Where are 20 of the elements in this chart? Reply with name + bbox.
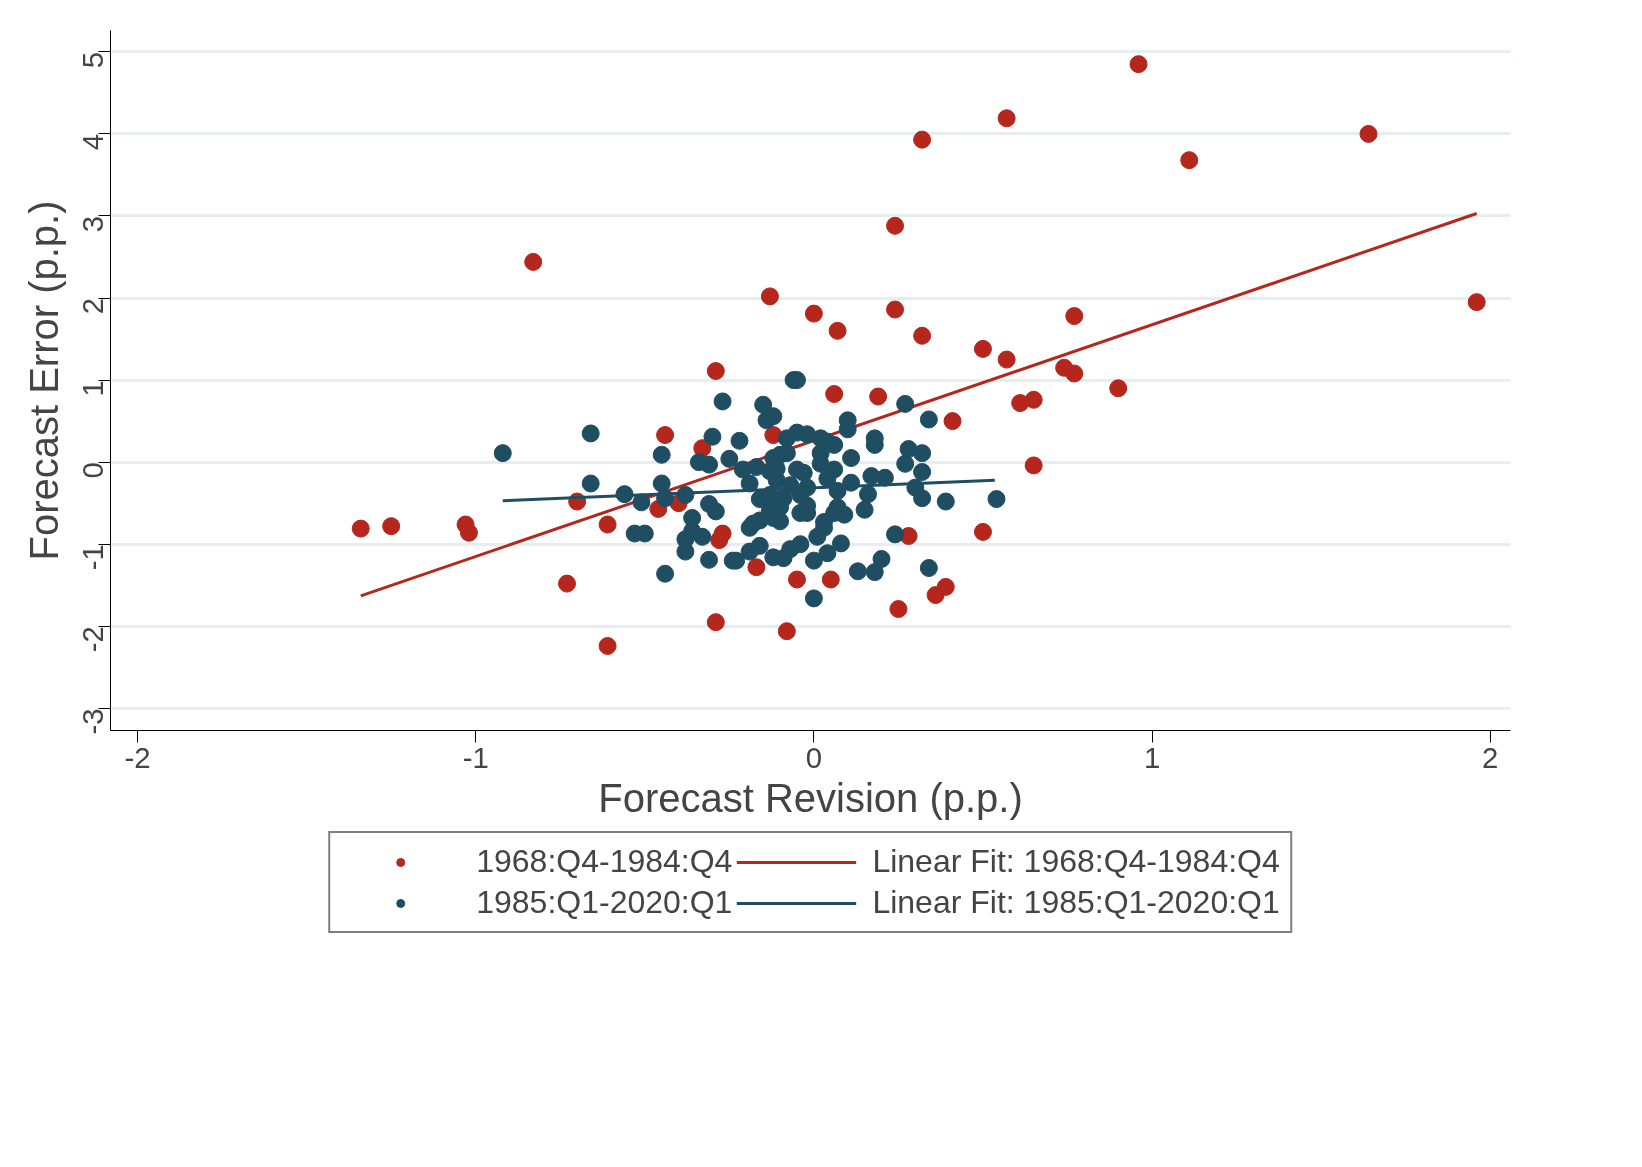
legend-label: Linear Fit: 1968:Q4-1984:Q4 [872,843,1280,880]
legend-label: Linear Fit: 1985:Q1-2020:Q1 [872,884,1280,921]
legend-label: 1968:Q4-1984:Q4 [476,843,733,880]
y-tick-label: 5 [76,51,110,69]
y-tick-label: 1 [76,380,110,397]
y-tick-label: 4 [76,133,110,151]
y-tick-label: 3 [76,215,110,233]
y-tick-label: 0 [76,462,110,479]
x-tick-label: -1 [462,740,489,774]
y-tick-label: -3 [76,708,110,735]
y-axis-title: Forecast Error (p.p.) [21,200,66,561]
x-tick-label: 2 [1482,740,1499,774]
legend-label: 1985:Q1-2020:Q1 [476,884,733,921]
y-tick-label: -2 [76,626,110,653]
x-tick-label: -2 [124,740,151,774]
x-tick-label: 0 [805,740,823,774]
y-tick-label: -1 [76,544,110,571]
x-tick-label: 1 [1143,740,1161,774]
x-axis-title: Forecast Revision (p.p.) [598,775,1023,820]
y-tick-label: 2 [76,298,110,315]
